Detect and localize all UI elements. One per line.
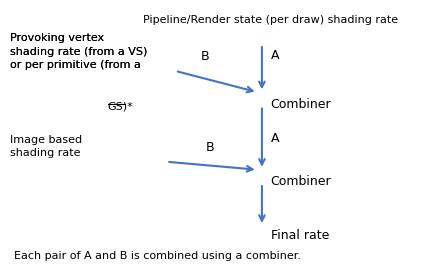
Text: Pipeline/Render state (per draw) shading rate: Pipeline/Render state (per draw) shading… [143, 15, 398, 25]
Text: Provoking vertex
shading rate (from a VS)
or per primitive (from a: Provoking vertex shading rate (from a VS… [10, 33, 147, 70]
Text: Final rate: Final rate [271, 228, 329, 242]
Text: Image based
shading rate: Image based shading rate [10, 135, 82, 158]
Text: B: B [201, 50, 210, 63]
Text: GS)*: GS)* [108, 102, 134, 112]
Text: B: B [205, 141, 214, 154]
Text: Provoking vertex
shading rate (from a VS)
or per primitive (from a: Provoking vertex shading rate (from a VS… [10, 33, 147, 70]
Text: Each pair of A and B is combined using a combiner.: Each pair of A and B is combined using a… [14, 251, 302, 261]
Text: A: A [271, 49, 279, 62]
Text: Combiner: Combiner [271, 175, 331, 188]
Text: Combiner: Combiner [271, 97, 331, 111]
Text: A: A [271, 132, 279, 145]
